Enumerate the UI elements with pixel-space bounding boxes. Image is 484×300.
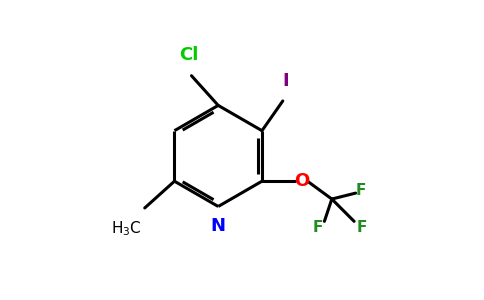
Text: F: F bbox=[313, 220, 323, 235]
Text: F: F bbox=[356, 220, 367, 235]
Text: H$_3$C: H$_3$C bbox=[111, 219, 142, 238]
Text: I: I bbox=[283, 72, 289, 90]
Text: Cl: Cl bbox=[179, 46, 198, 64]
Text: O: O bbox=[294, 172, 310, 190]
Text: F: F bbox=[356, 183, 366, 198]
Text: N: N bbox=[211, 217, 226, 235]
